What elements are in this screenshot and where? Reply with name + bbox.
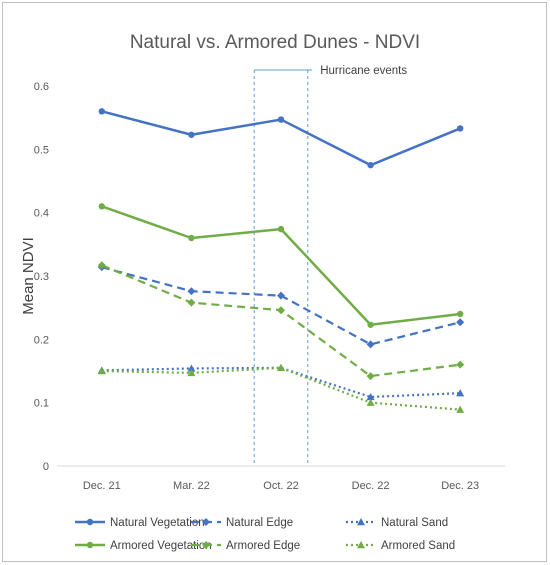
x-tick-label: Dec. 21 — [83, 480, 121, 492]
x-tick-label: Dec. 22 — [352, 480, 390, 492]
data-point — [188, 234, 195, 242]
data-point — [457, 125, 464, 132]
legend-label: Armored Sand — [381, 540, 455, 552]
legend-item: Natural Vegetation — [75, 517, 205, 529]
legend-item: Natural Sand — [346, 517, 448, 529]
y-tick-label: 0.4 — [34, 208, 49, 220]
legend: Natural Vegetation Natural Edge Natural Sa… — [75, 517, 455, 552]
data-point — [367, 161, 374, 169]
hurricane-annotation: Hurricane events — [253, 65, 407, 466]
x-tick-label: Dec. 23 — [441, 480, 479, 492]
legend-marker — [86, 518, 94, 526]
series-layer — [97, 108, 465, 413]
data-point — [98, 203, 106, 210]
data-point — [366, 340, 375, 349]
series-armored-vegetation — [98, 203, 464, 328]
data-point — [188, 131, 195, 138]
legend-marker — [202, 541, 210, 549]
legend-marker — [357, 518, 365, 526]
data-point — [277, 306, 285, 315]
data-point — [456, 405, 465, 413]
data-point — [366, 372, 375, 381]
data-point — [277, 116, 285, 123]
data-point — [366, 392, 375, 401]
series-line — [101, 366, 461, 399]
legend-label: Armored Vegetation — [110, 540, 212, 552]
data-point — [366, 398, 375, 406]
x-tick-label: Oct. 22 — [263, 480, 298, 492]
series-natural-edge — [97, 263, 465, 349]
data-point — [187, 368, 196, 377]
chart-title: Natural vs. Armored Dunes - NDVI — [130, 32, 420, 53]
x-tick-labels: Dec. 21 Mar. 22 Oct. 22 Dec. 22 Dec. 23 — [83, 480, 479, 492]
y-axis-label: Mean NDVI — [20, 237, 37, 315]
data-point — [277, 291, 285, 300]
data-point — [457, 310, 464, 318]
y-tick-label: 0.1 — [34, 398, 49, 410]
y-tick-label: 0 — [43, 461, 49, 473]
data-point — [456, 360, 465, 369]
x-tick-label: Mar. 22 — [173, 480, 210, 492]
series-line — [101, 366, 461, 411]
series-armored-sand — [97, 363, 465, 413]
data-point — [277, 225, 285, 233]
series-natural-vegetation — [98, 108, 464, 169]
series-armored-edge — [97, 261, 465, 381]
data-point — [367, 321, 374, 328]
legend-label: Armored Edge — [226, 540, 300, 552]
y-tick-label: 0.5 — [34, 144, 49, 156]
legend-marker — [202, 518, 210, 526]
legend-item: Armored Vegetation — [75, 540, 212, 552]
data-point — [277, 363, 285, 372]
data-point — [187, 287, 196, 296]
data-point — [98, 108, 106, 115]
legend-item: Armored Edge — [191, 540, 300, 552]
y-tick-labels: 0 0.1 0.2 0.3 0.4 0.5 0.6 — [34, 81, 49, 473]
y-tick-label: 0.6 — [34, 81, 49, 93]
data-point — [187, 298, 196, 307]
data-point — [97, 367, 106, 375]
legend-item: Natural Edge — [191, 517, 293, 529]
hurricane-label: Hurricane events — [320, 65, 407, 77]
legend-item: Armored Sand — [346, 540, 455, 552]
legend-marker — [86, 541, 94, 549]
data-point — [97, 261, 106, 270]
legend-marker — [357, 541, 365, 549]
legend-label: Natural Vegetation — [110, 517, 205, 529]
series-line — [101, 266, 461, 346]
data-point — [456, 389, 465, 397]
y-tick-label: 0.3 — [34, 271, 49, 283]
data-point — [187, 364, 196, 372]
y-tick-label: 0.2 — [34, 334, 49, 346]
legend-label: Natural Sand — [381, 517, 448, 529]
legend-label: Natural Edge — [226, 517, 293, 529]
data-point — [456, 318, 465, 327]
